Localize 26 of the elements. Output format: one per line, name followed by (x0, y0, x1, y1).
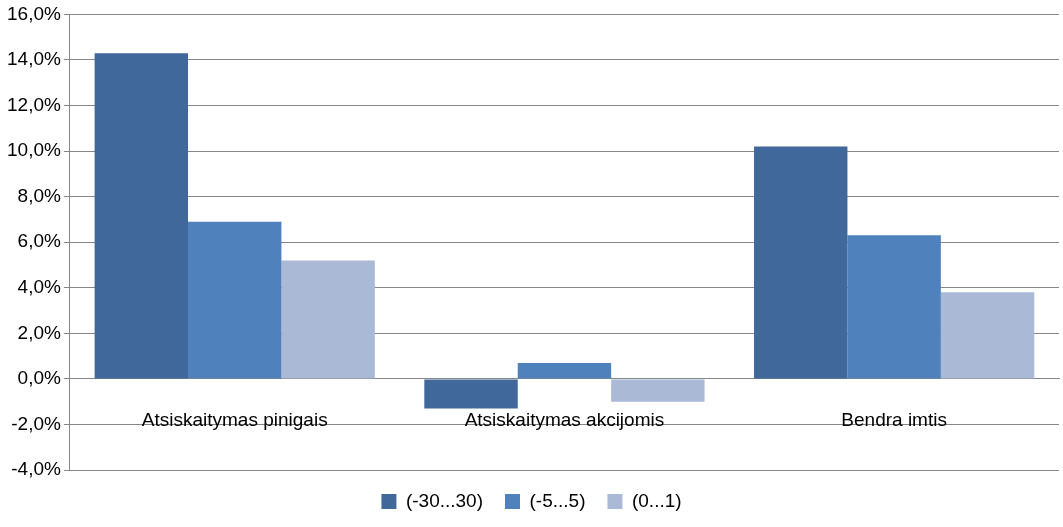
y-tick-label: 0,0% (17, 367, 61, 389)
y-tick-label: 8,0% (17, 184, 61, 206)
x-tick-label: Atsiskaitymas pinigais (141, 408, 328, 430)
y-tick-label: 10,0% (7, 139, 61, 161)
y-tick-label: 12,0% (7, 93, 61, 115)
bar (940, 292, 1035, 379)
x-tick-label: Atsiskaitymas akcijomis (464, 408, 665, 430)
bar (611, 379, 705, 402)
bar (754, 146, 848, 379)
bar (847, 235, 941, 379)
y-tick-label: 14,0% (7, 48, 61, 70)
y-tick-label: 2,0% (17, 321, 61, 343)
legend-label: (0...1) (631, 489, 682, 511)
y-tick-label: -2,0% (11, 412, 61, 434)
bar (517, 362, 612, 379)
bar (188, 221, 282, 379)
x-tick-label: Bendra imtis (841, 408, 947, 430)
legend-label: (-5...5) (529, 489, 586, 511)
bar (424, 379, 518, 409)
y-tick-label: 6,0% (17, 230, 61, 252)
bar (94, 53, 189, 379)
y-tick-label: 16,0% (7, 2, 61, 24)
legend-label: (-30...30) (405, 489, 484, 511)
y-tick-label: 4,0% (17, 275, 61, 297)
y-tick-label: -4,0% (11, 458, 61, 480)
bar (281, 260, 375, 379)
